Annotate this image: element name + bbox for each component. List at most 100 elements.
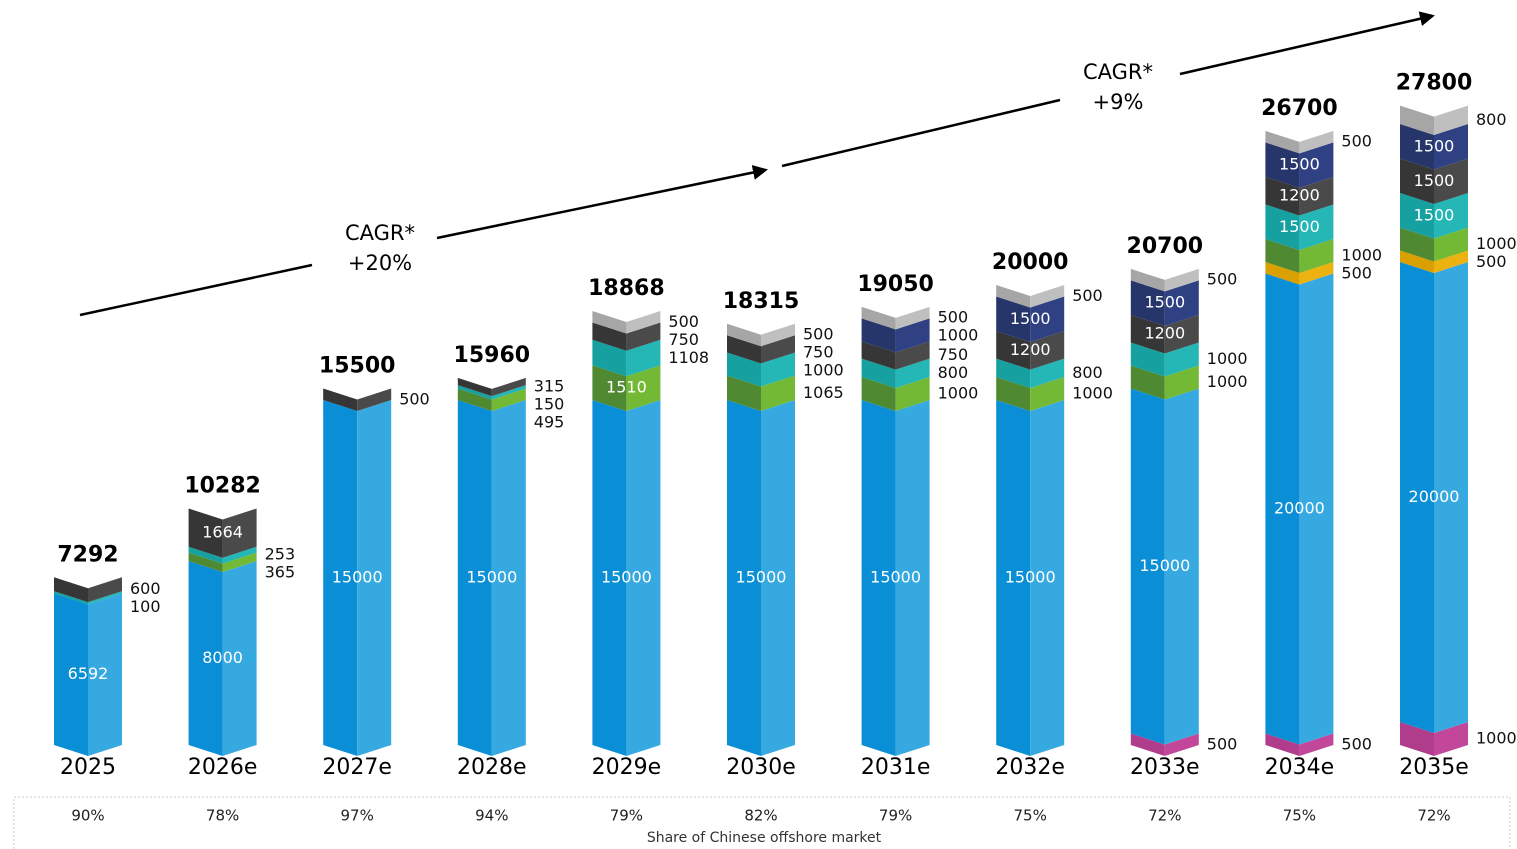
segment-right: [1434, 124, 1468, 170]
segment-right: [761, 352, 795, 387]
bar-segment: [996, 285, 1065, 308]
segment-right: [895, 341, 930, 370]
segment-left: [457, 377, 492, 397]
share-label: 79%: [879, 807, 912, 825]
value-label: 1000: [938, 326, 979, 345]
segment-left: [188, 508, 223, 558]
segment-right: [626, 339, 661, 377]
segment-left: [861, 400, 896, 756]
value-label: 15000: [601, 568, 652, 587]
x-tick-label: 2029e: [592, 755, 662, 780]
segment-left: [1265, 142, 1300, 188]
segment-right: [357, 388, 392, 411]
bar-segment: [323, 388, 392, 411]
value-label: 500: [399, 389, 430, 408]
value-label: 1500: [1414, 205, 1455, 224]
segment-right: [1164, 314, 1199, 354]
bar-segment: [54, 591, 122, 605]
segment-left: [861, 358, 896, 388]
segment-right: [1434, 193, 1468, 239]
segment-left: [592, 400, 627, 756]
share-label: 79%: [610, 807, 643, 825]
annotation: +9%: [1093, 90, 1144, 114]
bar-segment: [1265, 176, 1334, 216]
total-label: 10282: [184, 474, 261, 499]
segment-left: [996, 400, 1031, 756]
segment-right: [1434, 227, 1468, 262]
total-label: 20700: [1127, 234, 1204, 259]
x-tick-label: 2035e: [1399, 755, 1469, 780]
segment-right: [88, 593, 122, 756]
segment-right: [1434, 105, 1468, 135]
bar-segment: [457, 400, 526, 756]
total-label: 18868: [588, 276, 665, 301]
segment-left: [592, 322, 627, 351]
segment-right: [357, 400, 392, 756]
segment-left: [861, 318, 896, 353]
segment-left: [1400, 193, 1434, 239]
bar-segment: [996, 400, 1065, 756]
segment-left: [996, 331, 1031, 370]
value-label: 8000: [202, 648, 243, 667]
value-label: 500: [1207, 270, 1238, 289]
annotation: +20%: [348, 251, 412, 275]
value-label: 1108: [668, 348, 709, 367]
segment-right: [1299, 204, 1334, 250]
segment-left: [1265, 130, 1300, 154]
segment-left: [996, 358, 1031, 388]
segment-right: [761, 400, 795, 756]
segment-right: [222, 552, 257, 572]
segment-left: [1265, 204, 1300, 250]
value-label: 15000: [466, 568, 517, 587]
segment-right: [1434, 158, 1468, 204]
segment-left: [861, 377, 896, 411]
total-label: 18315: [723, 289, 800, 314]
segment-left: [727, 352, 761, 387]
x-tick-label: 2033e: [1130, 755, 1200, 780]
segment-right: [761, 375, 795, 411]
segment-left: [996, 296, 1031, 342]
segment-left: [1400, 158, 1434, 204]
segment-left: [1130, 733, 1165, 756]
segment-right: [1164, 342, 1199, 377]
value-label: 1000: [803, 361, 844, 380]
value-label: 1200: [1144, 324, 1185, 343]
value-label: 100: [130, 597, 161, 616]
value-label: 365: [265, 563, 296, 582]
segment-right: [491, 388, 526, 411]
segment-right: [1164, 280, 1199, 326]
segment-left: [188, 561, 223, 756]
value-label: 500: [1341, 132, 1372, 151]
value-label: 750: [668, 330, 699, 349]
bar-segment: [727, 335, 795, 364]
segment-left: [54, 577, 88, 603]
segment-right: [222, 508, 257, 558]
segment-right: [1434, 262, 1468, 733]
bar-segment: [861, 318, 930, 353]
value-label: 495: [534, 413, 565, 432]
value-label: 600: [130, 579, 161, 598]
segment-right: [1299, 176, 1334, 216]
bar-segment: [1400, 158, 1468, 204]
bar-segment: [996, 296, 1065, 342]
value-label: 500: [668, 312, 699, 331]
bar-segment: [1400, 250, 1468, 273]
share-label: 97%: [341, 807, 374, 825]
segment-right: [1030, 331, 1065, 370]
value-label: 1000: [1072, 384, 1113, 403]
value-label: 500: [1341, 734, 1372, 753]
value-label: 500: [1072, 286, 1103, 305]
value-label: 1000: [1476, 729, 1517, 748]
segment-right: [491, 400, 526, 756]
share-label: 75%: [1283, 807, 1316, 825]
bar-segment: [457, 377, 526, 397]
share-label: 82%: [744, 807, 777, 825]
segment-right: [1030, 285, 1065, 308]
total-label: 15960: [454, 343, 531, 368]
value-label: 500: [1341, 264, 1372, 283]
value-label: 1500: [1144, 293, 1185, 312]
bar-segment: [996, 358, 1065, 388]
total-label: 19050: [857, 272, 934, 297]
x-tick-label: 2034e: [1265, 755, 1335, 780]
segment-right: [1030, 400, 1065, 756]
